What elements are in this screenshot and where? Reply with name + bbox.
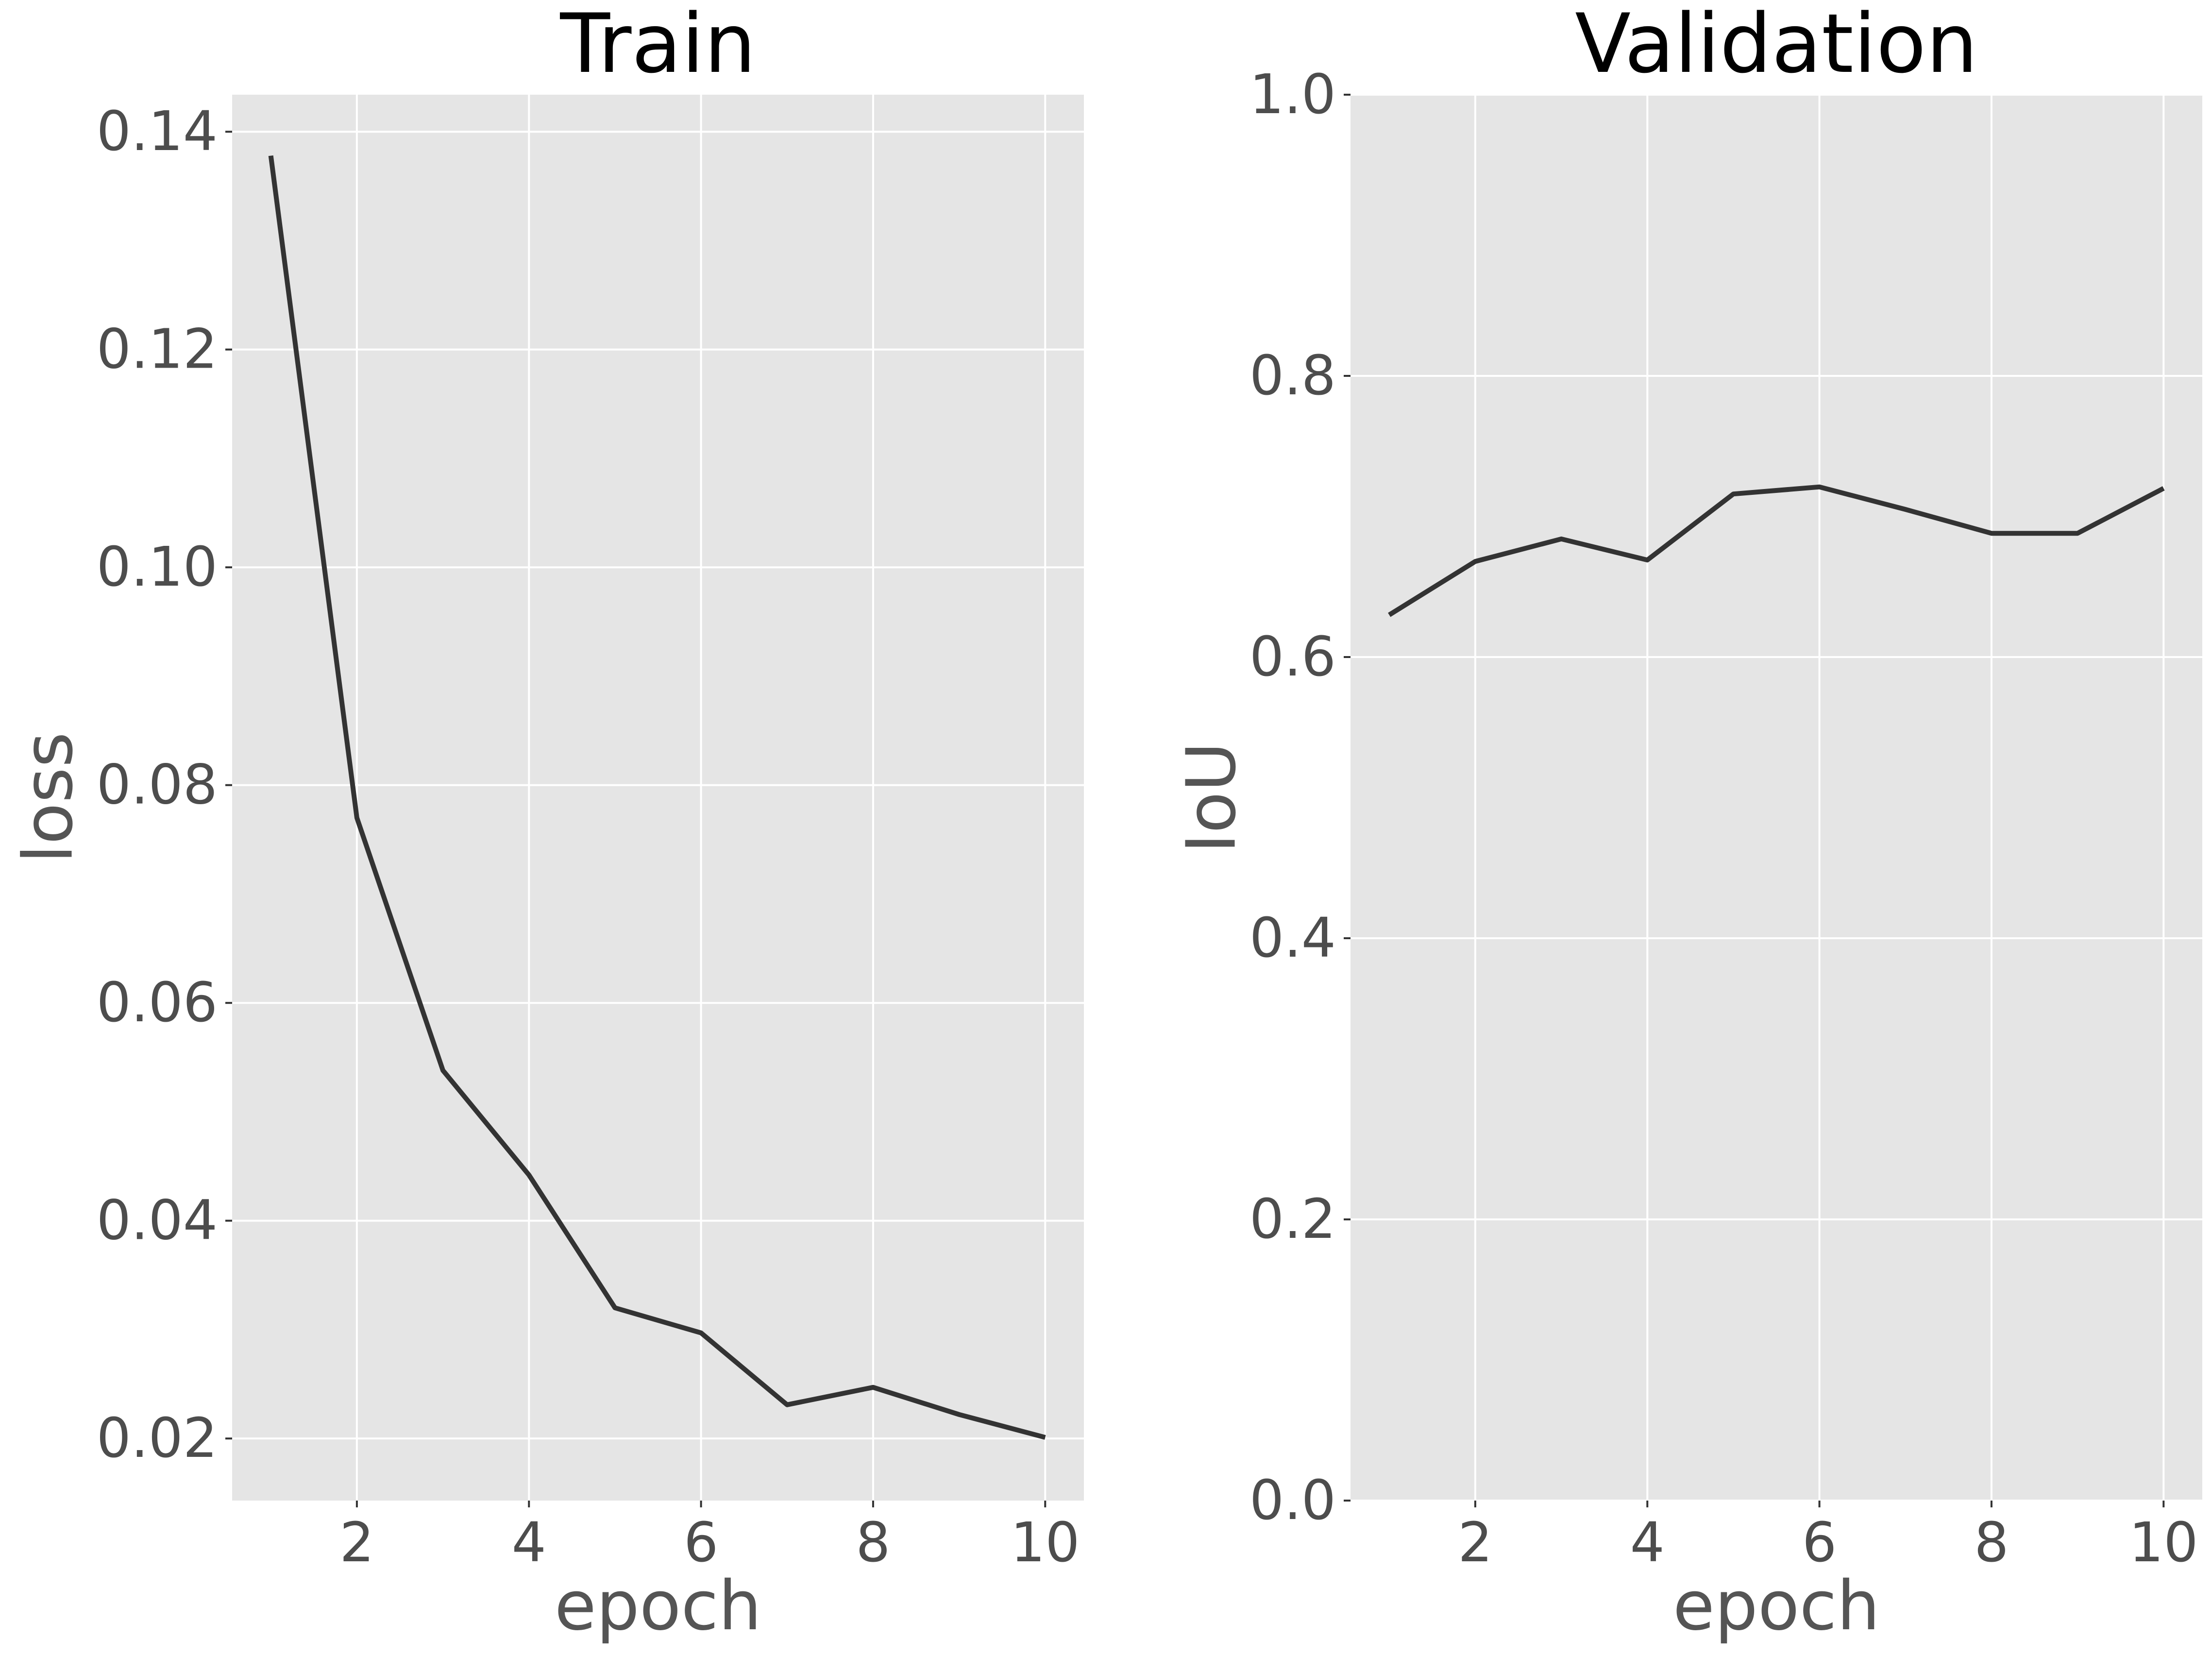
validation-x-tick-label: 8 — [1974, 1511, 2009, 1574]
train-y-tick-label: 0.08 — [97, 754, 218, 817]
validation-ticks: 2 4 6 8 10 0.0 0.2 0.4 0.6 0.8 1.0 — [1250, 63, 2198, 1574]
validation-grid — [1351, 94, 2202, 1502]
validation-plot-area — [1351, 95, 2202, 1501]
validation-y-tick-label: 0.2 — [1250, 1188, 1336, 1251]
validation-y-tick-label: 0.6 — [1250, 625, 1336, 689]
validation-y-tick-label: 0.4 — [1250, 907, 1336, 970]
train-plot-area — [232, 95, 1084, 1501]
train-x-tick-label: 4 — [512, 1511, 546, 1574]
train-y-tick-label: 0.12 — [97, 318, 218, 381]
train-y-tick-label: 0.10 — [97, 536, 218, 599]
validation-x-tick-label: 4 — [1630, 1511, 1665, 1574]
validation-x-tick-label: 6 — [1802, 1511, 1837, 1574]
train-x-tick-label: 2 — [339, 1511, 374, 1574]
train-y-tick-label: 0.06 — [97, 971, 218, 1034]
train-y-tick-label: 0.04 — [97, 1189, 218, 1252]
train-y-tick-label: 0.14 — [97, 100, 218, 163]
train-x-tick-label: 6 — [684, 1511, 718, 1574]
validation-y-tick-label: 1.0 — [1250, 63, 1336, 126]
validation-iou-line — [1388, 484, 2165, 617]
train-x-tick-label: 8 — [856, 1511, 890, 1574]
validation-x-axis-label: epoch — [1673, 1567, 1880, 1646]
validation-y-tick-label: 0.0 — [1250, 1469, 1336, 1532]
validation-title: Validation — [1575, 0, 1978, 91]
train-y-axis-label: loss — [9, 732, 88, 863]
validation-y-axis-label: IoU — [1172, 742, 1251, 853]
train-y-tick-label: 0.02 — [97, 1407, 218, 1470]
train-subplot: 2 4 6 8 10 0.02 0.04 0.06 0.08 0.10 0.12 0.14 Train… — [9, 0, 1084, 1646]
train-title: Train — [559, 0, 756, 91]
validation-y-tick-label: 0.8 — [1250, 344, 1336, 407]
train-ticks: 2 4 6 8 10 0.02 0.04 0.06 0.08 0.10 0.12 0.14 — [97, 100, 1080, 1574]
train-x-tick-label: 10 — [1011, 1511, 1080, 1574]
train-x-axis-label: epoch — [555, 1567, 761, 1646]
validation-subplot: 2 4 6 8 10 0.0 0.2 0.4 0.6 0.8 1.0 Validation epoc… — [1172, 0, 2202, 1646]
validation-x-tick-label: 10 — [2129, 1511, 2198, 1574]
train-grid — [232, 95, 1084, 1501]
validation-x-tick-label: 2 — [1458, 1511, 1492, 1574]
train-loss-line — [268, 155, 1046, 1440]
